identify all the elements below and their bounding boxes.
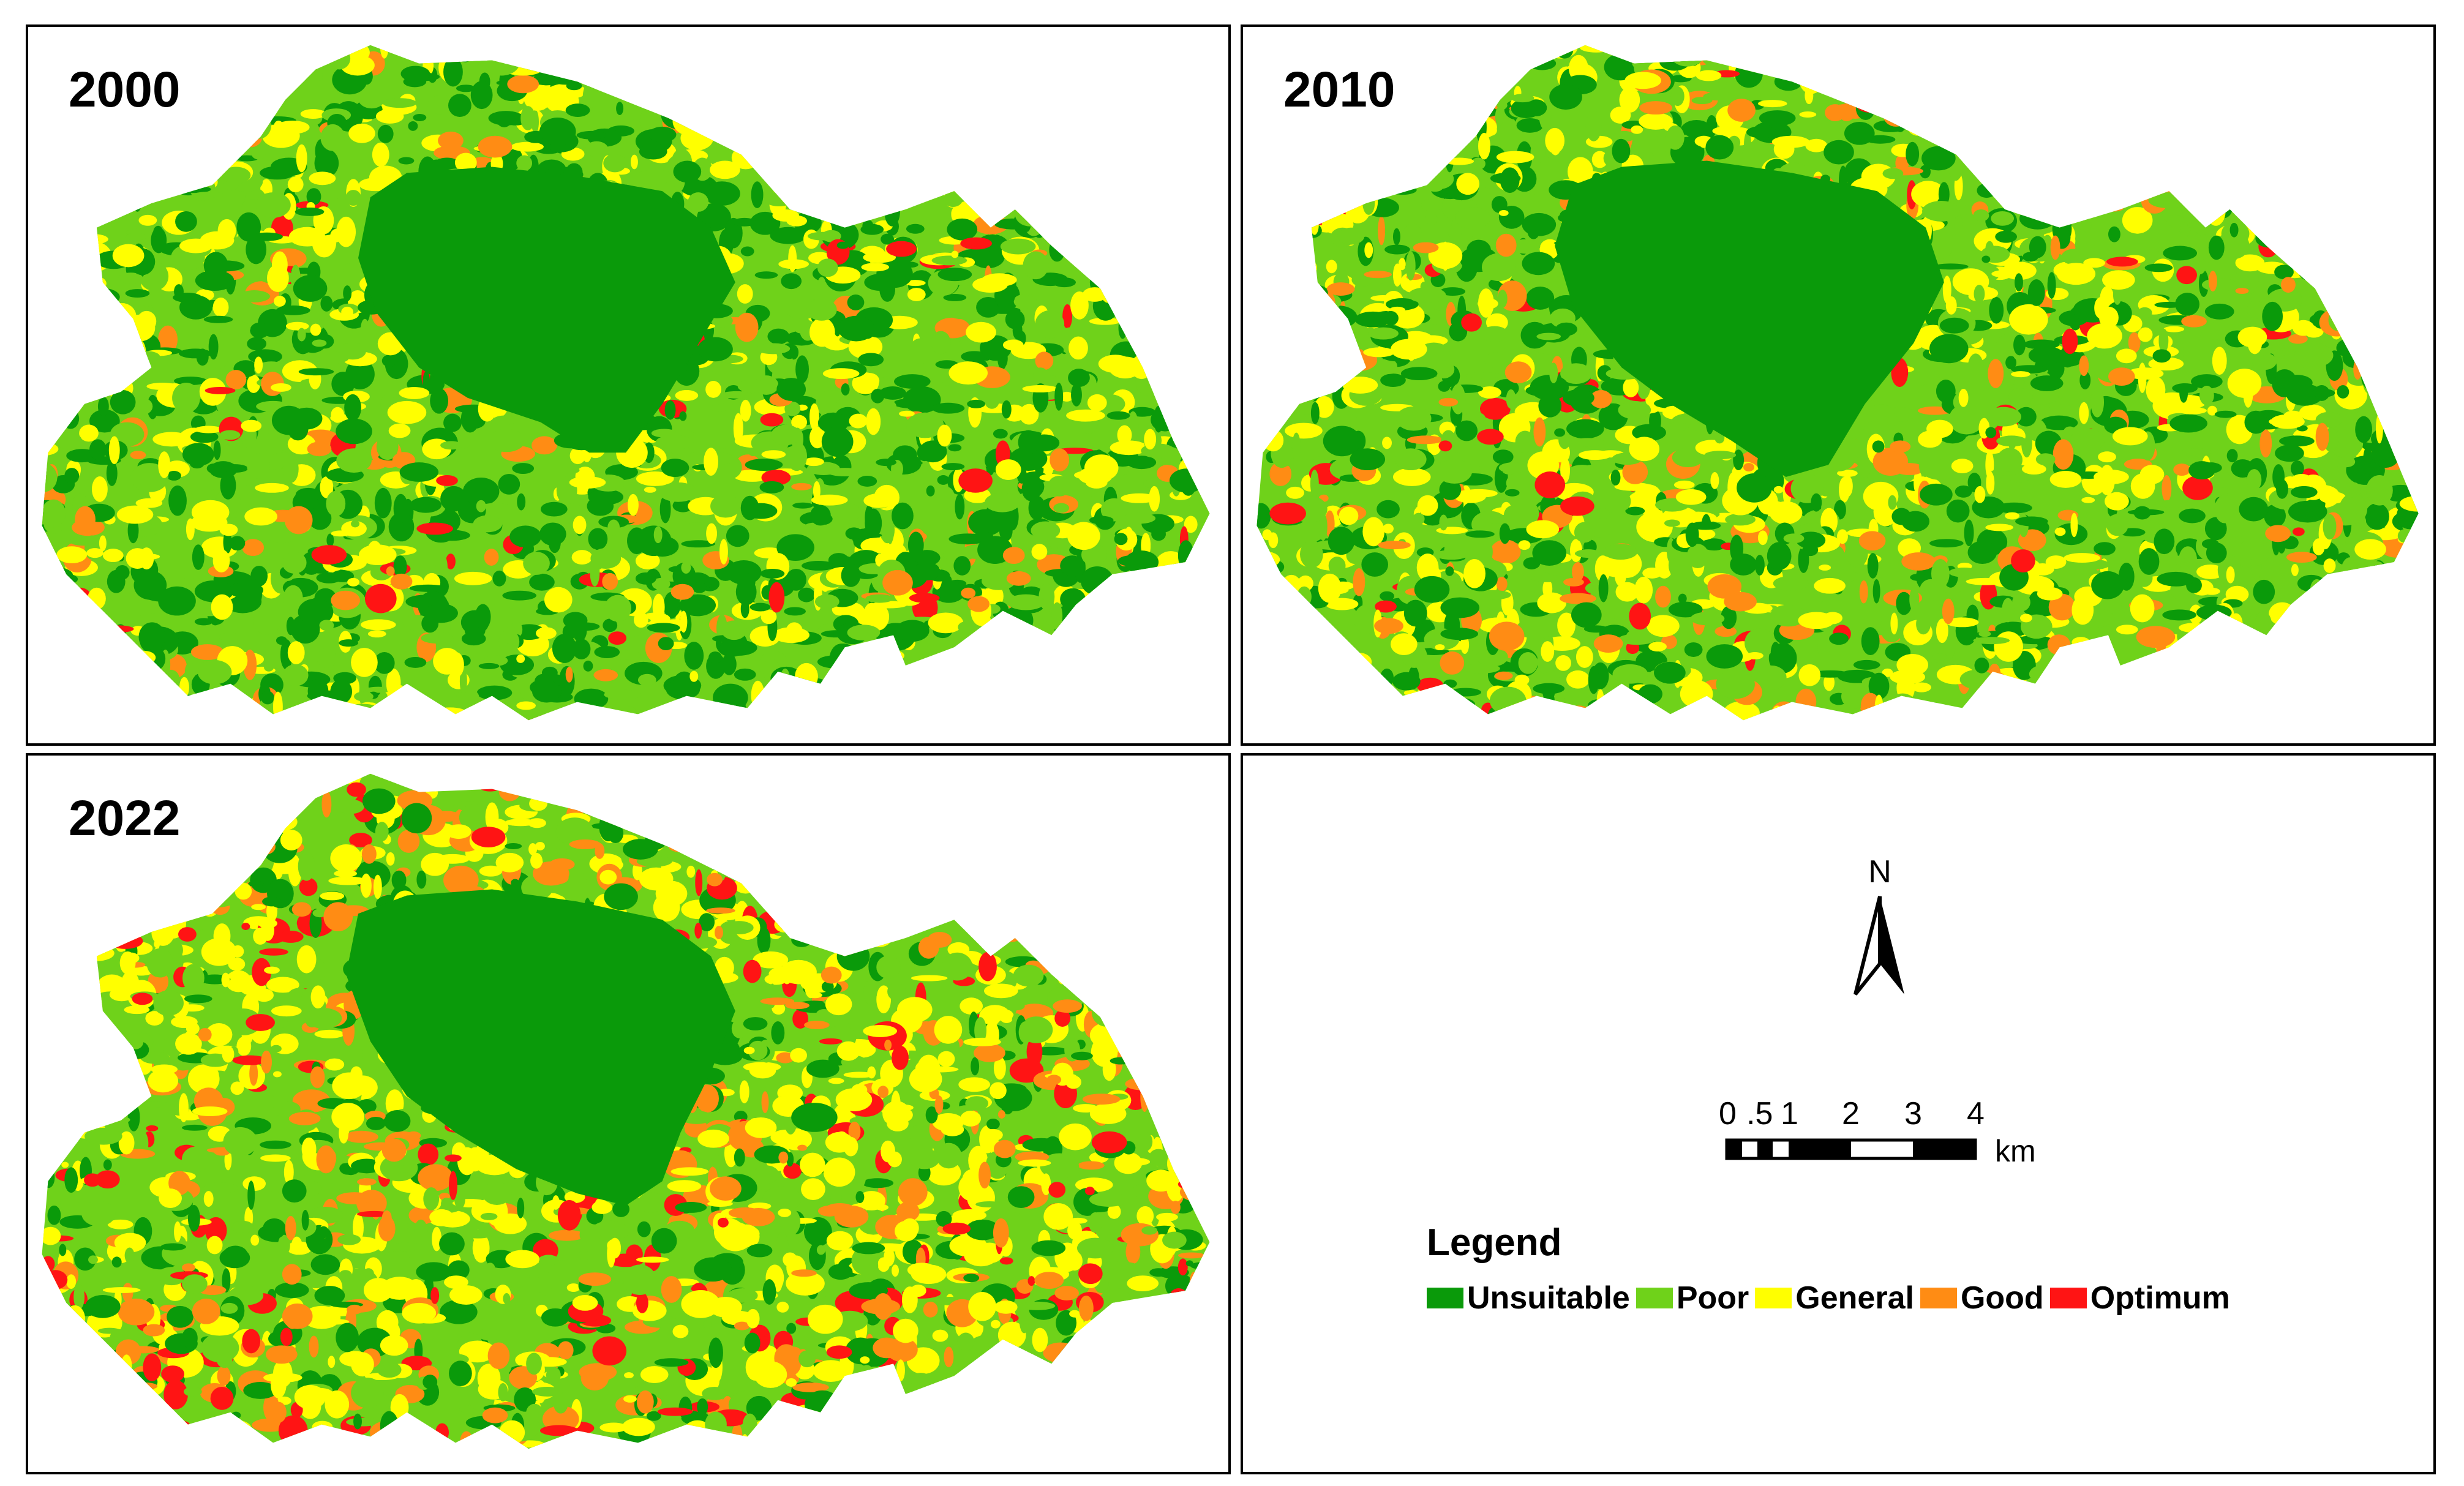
panel-year-label: 2022 [69, 790, 181, 846]
north-arrow: N [1831, 854, 1929, 1013]
legend-label: Good [1960, 1280, 2044, 1316]
scale-tick-label: 2 [1842, 1096, 1860, 1131]
north-label: N [1868, 854, 1891, 890]
panel-year-label: 2010 [1283, 62, 1395, 118]
pond-2022 [791, 1103, 838, 1132]
scale-bar: 0 .5 1 2 3 4 km [1708, 1095, 2076, 1218]
legend-label: Unsuitable [1467, 1280, 1630, 1316]
scale-tick-label: 0 [1719, 1096, 1737, 1131]
lake-2022 [346, 889, 735, 1206]
legend-item-general: General [1755, 1280, 1914, 1316]
scale-tick-label: 4 [1967, 1096, 1985, 1131]
legend-item-unsuitable: Unsuitable [1427, 1280, 1630, 1316]
map-furniture-panel: N 0 .5 1 2 3 4 km Legend Unsuitable [1241, 753, 2436, 1474]
panel-year-label: 2000 [69, 62, 181, 118]
legend-swatch [1755, 1288, 1792, 1308]
legend: Legend Unsuitable Poor General Good Opti… [1427, 1221, 2345, 1343]
lake-2000 [358, 167, 735, 453]
legend-swatch [1636, 1288, 1673, 1308]
legend-label: Optimum [2090, 1280, 2230, 1316]
legend-items: Unsuitable Poor General Good Optimum [1427, 1280, 2236, 1316]
legend-item-poor: Poor [1636, 1280, 1749, 1316]
north-arrow-icon [1854, 896, 1904, 996]
lake-2010 [1555, 160, 1944, 477]
legend-swatch [2049, 1288, 2087, 1308]
map-panel-2000: 2000 [26, 24, 1231, 746]
legend-item-good: Good [1920, 1280, 2044, 1316]
legend-label: General [1795, 1280, 1914, 1316]
scale-tick-label: 1 [1781, 1096, 1798, 1131]
legend-item-optimum: Optimum [2049, 1280, 2230, 1316]
scale-tick-label: .5 [1746, 1096, 1773, 1131]
legend-label: Poor [1676, 1280, 1749, 1316]
suitability-map-2010 [1256, 45, 2419, 721]
scale-bar-graphic [1725, 1138, 1977, 1160]
suitability-map-2000 [42, 45, 1210, 721]
scale-unit-label: km [1995, 1134, 2036, 1168]
legend-swatch [1920, 1288, 1957, 1308]
map-panel-2022: 2022 [26, 753, 1231, 1474]
legend-title: Legend [1427, 1221, 1562, 1264]
legend-swatch [1427, 1288, 1463, 1308]
map-panel-2010: 2010 [1241, 24, 2436, 746]
scale-tick-label: 3 [1904, 1096, 1922, 1131]
suitability-map-2022 [42, 773, 1210, 1449]
